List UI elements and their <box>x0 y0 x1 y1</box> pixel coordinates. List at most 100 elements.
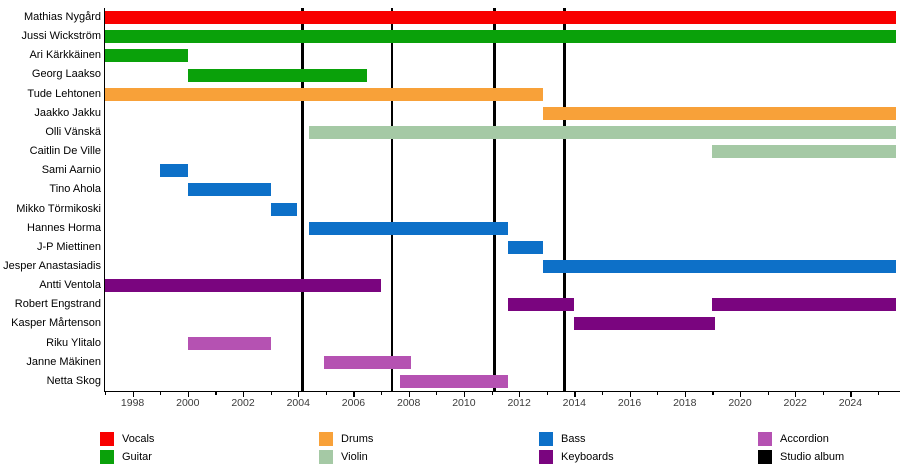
member-name-label: Antti Ventola <box>39 279 101 292</box>
x-axis-tick <box>270 392 272 395</box>
member-period-bar <box>574 317 716 331</box>
member-name-label: Netta Skog <box>46 374 101 387</box>
member-name-label: Tino Ahola <box>49 183 101 196</box>
x-axis-tick <box>408 392 410 397</box>
member-period-bar <box>400 374 509 388</box>
x-axis-tick <box>850 392 852 397</box>
member-name-label: Olli Vänskä <box>45 125 101 138</box>
x-axis-tick-label: 1998 <box>120 397 145 409</box>
x-axis-tick <box>546 392 548 395</box>
member-name-label: Jaakko Jakku <box>34 106 101 119</box>
x-axis-tick-label: 2012 <box>507 397 531 409</box>
x-axis-tick <box>298 392 300 397</box>
legend-swatch-drums <box>319 432 333 446</box>
x-axis-tick <box>463 392 466 397</box>
studio-album-line <box>301 8 304 391</box>
member-name-label: Jussi Wickström <box>21 30 101 43</box>
member-period-bar <box>105 87 543 101</box>
member-period-bar <box>105 30 896 44</box>
member-name-label: J-P Miettinen <box>37 240 101 253</box>
member-period-bar <box>187 68 368 82</box>
x-axis-tick-label: 2018 <box>673 397 697 409</box>
legend-label-studio-album: Studio album <box>780 451 845 463</box>
x-axis-tick-label: 2002 <box>231 397 255 409</box>
member-period-bar <box>105 49 188 63</box>
x-axis-tick-label: 2016 <box>617 397 642 409</box>
legend-label-keyboards: Keyboards <box>561 451 614 463</box>
legend-swatch-vocals <box>100 432 114 446</box>
x-axis-tick <box>243 392 245 397</box>
member-period-bar <box>270 202 297 216</box>
member-period-bar <box>508 298 575 312</box>
member-period-bar <box>105 279 382 293</box>
member-name-label: Jesper Anastasiadis <box>3 259 101 272</box>
x-axis-tick <box>325 392 328 395</box>
legend-swatch-keyboards <box>539 450 553 464</box>
x-axis-tick <box>822 392 825 395</box>
x-axis-tick <box>574 392 576 397</box>
y-axis-spine <box>103 8 106 392</box>
legend-label-accordion: Accordion <box>780 433 829 445</box>
member-period-bar <box>712 298 896 312</box>
member-name-label: Mathias Nygård <box>23 11 101 23</box>
x-axis-tick <box>215 392 217 395</box>
x-axis-tick <box>381 392 383 395</box>
x-axis-tick-label: 2022 <box>783 397 807 409</box>
x-axis-tick <box>436 392 438 395</box>
x-axis-tick-label: 2020 <box>728 397 752 409</box>
member-period-bar <box>324 355 412 369</box>
studio-album-line <box>563 8 566 391</box>
x-axis-tick-label: 2008 <box>397 397 421 409</box>
x-axis-tick <box>187 392 189 397</box>
x-axis-tick <box>878 392 880 395</box>
x-axis-tick <box>767 392 769 395</box>
member-period-bar <box>309 125 896 139</box>
member-name-label: Caitlin De Ville <box>29 145 101 158</box>
x-axis-line <box>103 391 900 393</box>
x-axis-tick <box>519 392 521 397</box>
x-axis-tick <box>160 392 162 395</box>
x-axis-tick-label: 2000 <box>176 397 200 409</box>
x-axis-tick <box>740 392 742 397</box>
x-axis-tick <box>132 392 134 397</box>
member-name-label: Hannes Horma <box>27 221 101 234</box>
legend-label-vocals: Vocals <box>122 433 155 445</box>
member-period-bar <box>187 183 271 197</box>
x-axis-tick-label: 2024 <box>838 397 863 409</box>
x-axis-tick <box>684 392 686 397</box>
legend-swatch-violin <box>319 450 333 464</box>
member-period-bar <box>160 164 188 178</box>
legend-label-bass: Bass <box>561 433 586 445</box>
x-axis-tick <box>491 392 493 395</box>
member-period-bar <box>542 260 896 274</box>
studio-album-line <box>390 8 394 391</box>
member-name-label: Janne Mäkinen <box>26 355 101 368</box>
legend-swatch-accordion <box>758 432 772 446</box>
member-name-label: Kasper Mårtenson <box>11 317 101 330</box>
member-period-bar <box>508 240 543 254</box>
legend-label-guitar: Guitar <box>122 451 152 463</box>
member-period-bar <box>542 106 896 120</box>
member-period-bar <box>309 221 509 235</box>
x-axis-tick-label: 2014 <box>562 397 587 409</box>
x-axis-tick <box>353 392 355 397</box>
legend-label-drums: Drums <box>341 433 374 445</box>
x-axis-tick <box>601 392 604 395</box>
x-axis-tick <box>105 392 107 395</box>
member-name-label: Sami Aarnio <box>41 164 101 177</box>
member-name-label: Riku Ylitalo <box>46 336 101 349</box>
legend-swatch-bass <box>539 432 553 446</box>
member-name-label: Robert Engstrand <box>14 298 101 311</box>
legend-swatch-guitar <box>100 450 114 464</box>
member-name-label: Mikko Törmikoski <box>16 202 101 215</box>
x-axis-tick-label: 2010 <box>452 397 476 409</box>
member-name-label: Ari Kärkkäinen <box>29 49 101 62</box>
x-axis-tick <box>629 392 631 397</box>
x-axis-tick <box>657 392 659 395</box>
member-period-bar <box>105 11 896 25</box>
member-period-bar <box>187 336 271 350</box>
x-axis-tick <box>795 392 797 397</box>
legend-label-violin: Violin <box>341 451 368 463</box>
studio-album-line <box>493 8 496 391</box>
